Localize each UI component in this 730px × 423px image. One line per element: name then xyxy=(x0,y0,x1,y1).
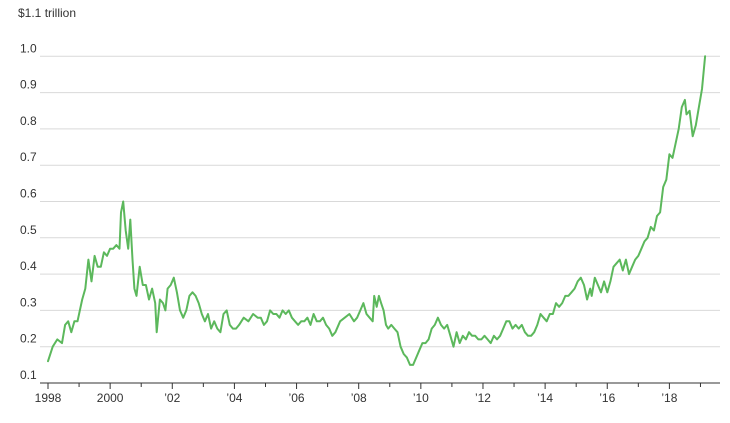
x-tick-label: ’08 xyxy=(351,391,367,405)
x-tick-marks xyxy=(47,383,701,389)
x-tick-label: ’02 xyxy=(164,391,180,405)
x-tick-label: ’14 xyxy=(537,391,553,405)
y-tick-label: 0.8 xyxy=(20,114,37,128)
y-tick-labels: 0.1 0.2 0.3 0.4 0.5 0.6 0.7 0.8 0.9 1.0 xyxy=(20,41,37,382)
series-layer xyxy=(47,55,707,366)
y-tick-label: 0.2 xyxy=(20,332,37,346)
x-tick-label: ’18 xyxy=(661,391,677,405)
gridlines xyxy=(40,55,720,348)
y-tick-label: 0.6 xyxy=(20,187,37,201)
x-tick-label: ’04 xyxy=(226,391,242,405)
y-tick-label: 0.9 xyxy=(20,78,37,92)
y-axis-label: $1.1 trillion xyxy=(18,6,76,20)
series-line xyxy=(47,55,707,366)
y-tick-label: 1.0 xyxy=(20,41,37,55)
y-tick-label: 0.1 xyxy=(20,368,37,382)
x-tick-label: ’06 xyxy=(289,391,305,405)
x-tick-label: 2000 xyxy=(97,391,124,405)
y-tick-label: 0.4 xyxy=(20,259,37,273)
y-tick-label: 0.3 xyxy=(20,295,37,309)
y-tick-label: 0.7 xyxy=(20,150,37,164)
y-tick-label: 0.5 xyxy=(20,223,37,237)
x-tick-label: ’16 xyxy=(599,391,615,405)
x-tick-label: ’12 xyxy=(475,391,491,405)
x-tick-labels: 1998 2000 ’02 ’04 ’06 ’08 ’10 ’12 ’14 ’16 ’18 xyxy=(35,391,678,405)
x-tick-label: 1998 xyxy=(35,391,62,405)
x-tick-label: ’10 xyxy=(413,391,429,405)
